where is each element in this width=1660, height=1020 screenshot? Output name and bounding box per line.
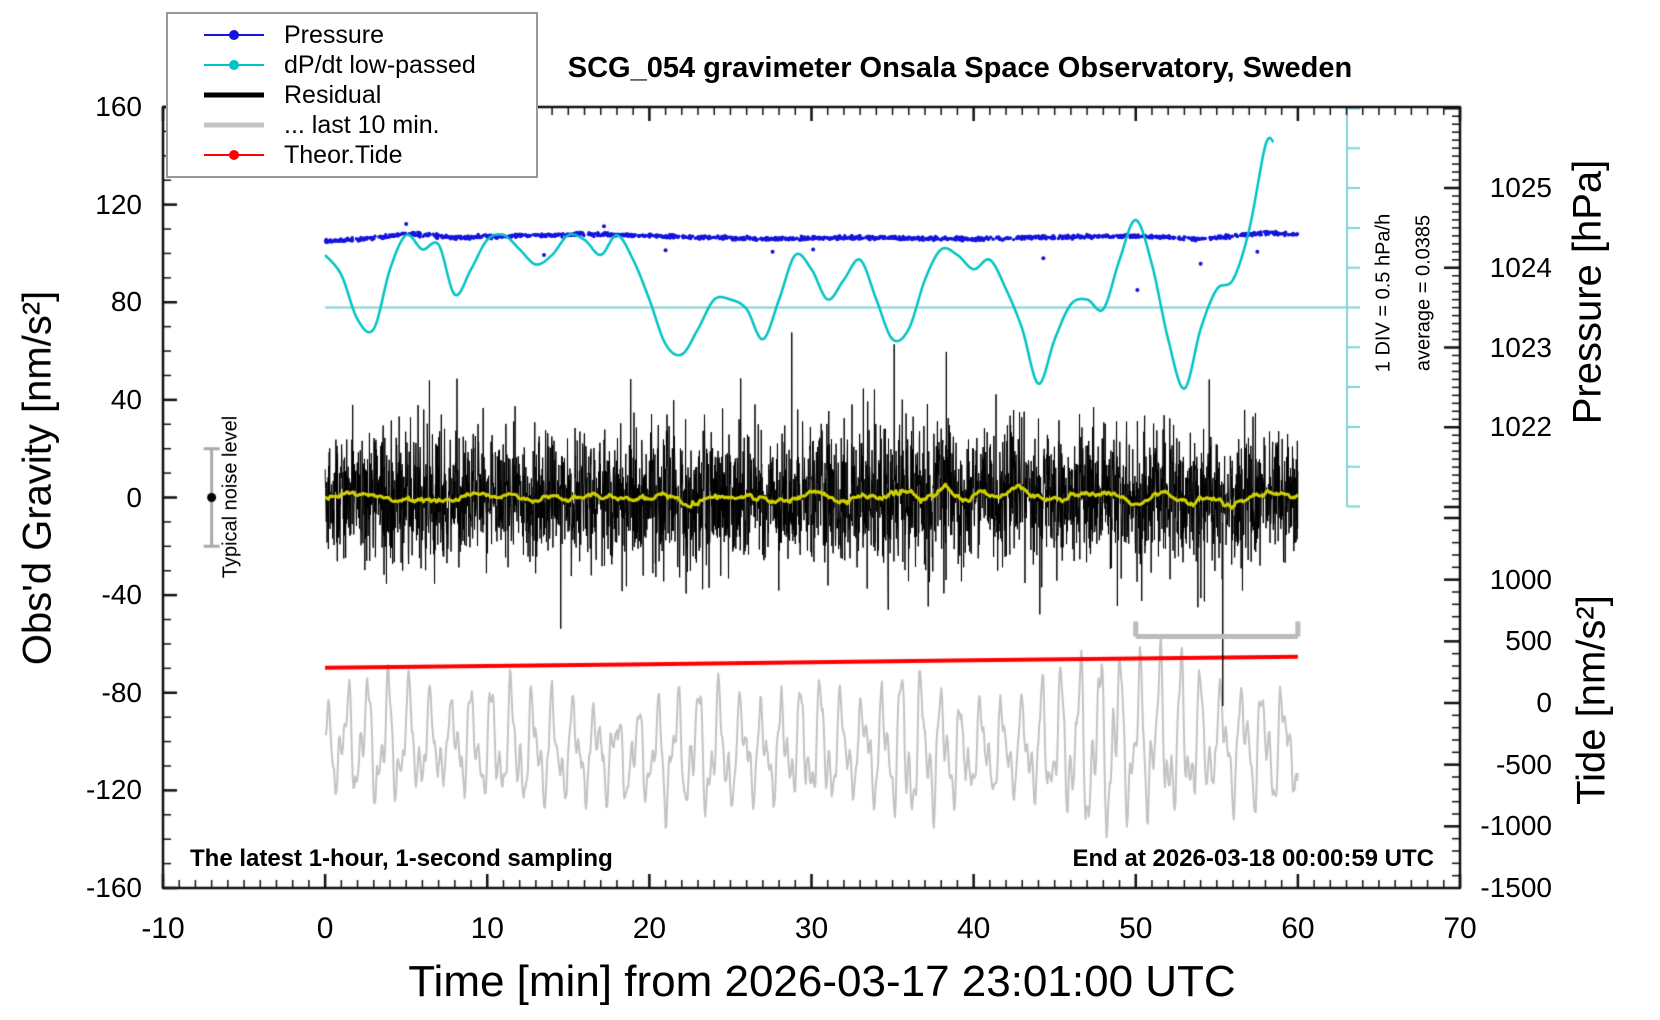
x-tick-label: 10 xyxy=(470,912,504,945)
legend-sample-dot xyxy=(229,30,239,40)
y-tick-label: -120 xyxy=(85,774,142,806)
plot-title: SCG_054 gravimeter Onsala Space Observat… xyxy=(567,52,1353,84)
y-tick-label: 0 xyxy=(126,481,142,513)
x-tick-label: 70 xyxy=(1443,912,1477,945)
x-tick-label: 60 xyxy=(1281,912,1315,945)
tide-axis-title: Tide [nm/s²] xyxy=(1569,595,1614,805)
y-tick-label: -1500 xyxy=(1480,872,1552,903)
legend-label: Theor.Tide xyxy=(284,140,403,169)
div-scale-note: 1 DIV = 0.5 hPa/h xyxy=(1372,213,1395,373)
legend-label: Pressure xyxy=(284,20,385,49)
legend-label: Residual xyxy=(284,80,382,109)
legend-item-3: ... last 10 min. xyxy=(168,111,536,139)
x-tick-label: -10 xyxy=(141,912,185,945)
y-tick-label: 40 xyxy=(110,383,142,415)
gravity-axis-title: Obs'd Gravity [nm/s²] xyxy=(15,290,60,666)
legend-sample-line xyxy=(204,89,264,101)
y-tick-label: 1022 xyxy=(1489,411,1552,443)
sampling-note: The latest 1-hour, 1-second sampling xyxy=(190,845,613,872)
x-tick-label: 40 xyxy=(956,912,991,945)
legend-sample-dot xyxy=(229,150,239,160)
legend-box: Pressure dP/dt low-passed Residual... last… xyxy=(166,12,538,178)
legend-sample-dot xyxy=(229,60,239,70)
legend-item-0: Pressure xyxy=(168,21,536,49)
legend-label: dP/dt low-passed xyxy=(284,50,476,79)
y-tick-label: 80 xyxy=(110,286,142,318)
typical-noise-level-label: Typical noise level xyxy=(219,415,242,579)
legend-sample-line xyxy=(204,29,264,41)
x-tick-label: 30 xyxy=(794,912,829,945)
y-tick-label: 1000 xyxy=(1489,563,1552,595)
legend-sample-line xyxy=(204,119,264,131)
y-tick-label: 0 xyxy=(1536,687,1552,718)
legend-item-2: Residual xyxy=(168,81,536,109)
y-tick-label: 1024 xyxy=(1489,251,1552,283)
y-tick-label: -160 xyxy=(85,872,142,903)
legend-label: ... last 10 min. xyxy=(284,110,440,139)
y-tick-label: 500 xyxy=(1505,625,1552,657)
y-tick-label: 120 xyxy=(95,188,142,220)
y-tick-label: 160 xyxy=(95,91,142,122)
time-axis-title: Time [min] from 2026-03-17 23:01:00 UTC xyxy=(408,957,1236,1006)
legend-item-4: Theor.Tide xyxy=(168,141,536,169)
legend-sample-line xyxy=(204,59,264,71)
y-tick-label: -500 xyxy=(1495,748,1552,780)
x-tick-label: 50 xyxy=(1119,912,1153,945)
y-tick-label: 1023 xyxy=(1489,331,1552,363)
y-tick-label: -40 xyxy=(101,579,142,611)
y-tick-label: -80 xyxy=(101,676,142,708)
x-tick-label: 0 xyxy=(316,912,334,945)
y-tick-label: -1000 xyxy=(1480,810,1552,842)
pressure-axis-title: Pressure [hPa] xyxy=(1565,159,1610,425)
x-tick-label: 20 xyxy=(632,912,667,945)
y-tick-label: 1025 xyxy=(1489,172,1552,203)
average-note: average = 0.0385 xyxy=(1412,214,1435,372)
legend-sample-line xyxy=(204,149,264,161)
end-time-note: End at 2026-03-18 00:00:59 UTC xyxy=(1072,845,1435,872)
legend-item-1: dP/dt low-passed xyxy=(168,51,536,79)
